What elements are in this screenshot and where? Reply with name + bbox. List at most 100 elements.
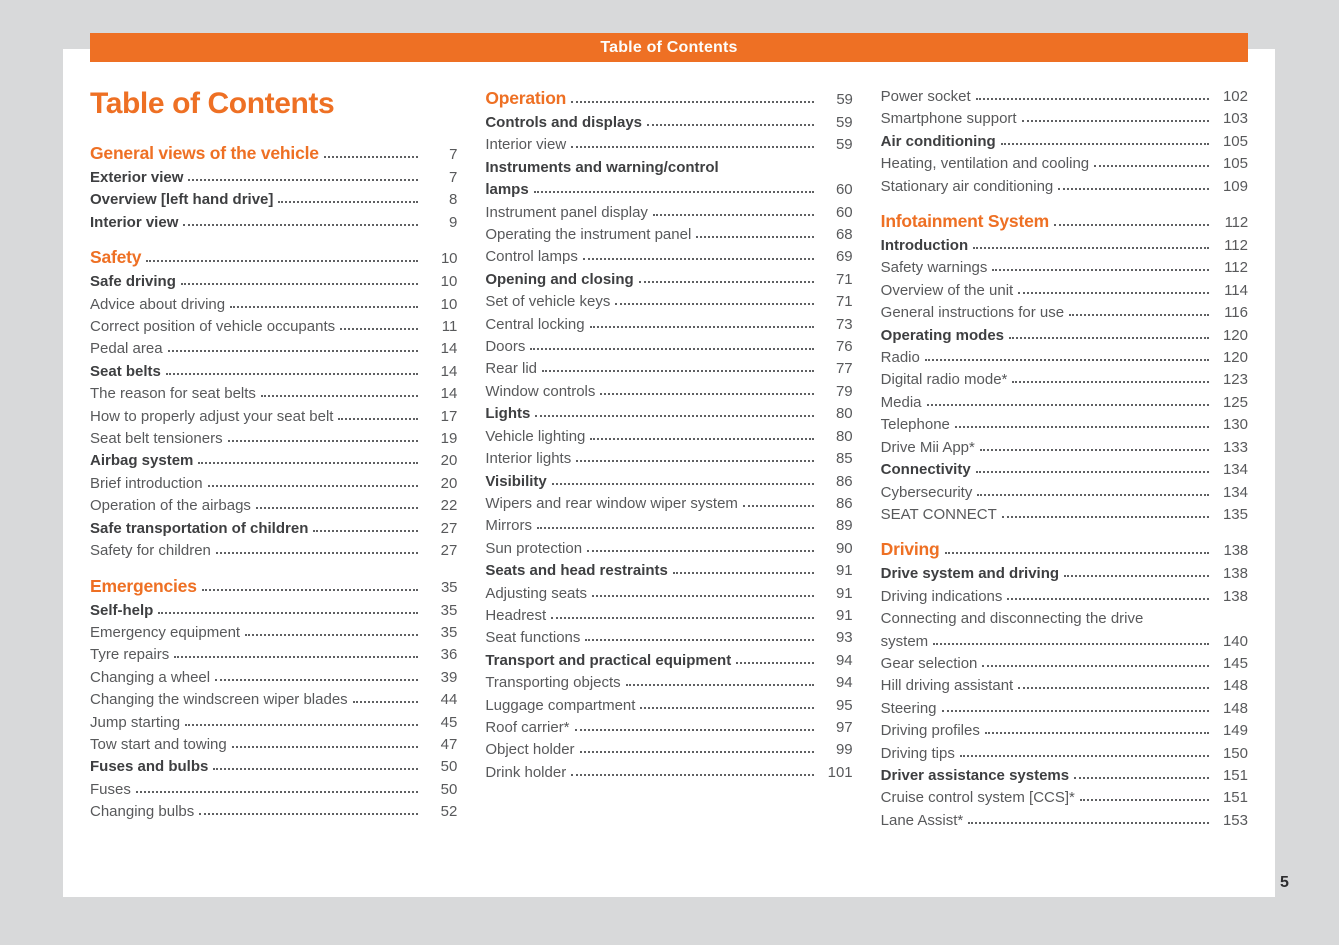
dot-leader: [585, 639, 814, 642]
toc-entry-page: 35: [440, 601, 458, 619]
dot-leader: [533, 191, 814, 194]
toc-entry-label: Doors: [485, 338, 526, 356]
toc-entry-label: Safe transportation of children: [90, 519, 309, 537]
dot-leader: [1053, 224, 1209, 227]
toc-entry-label: Window controls: [485, 382, 596, 400]
toc-entry-label: Air conditioning: [880, 132, 996, 150]
dot-leader: [571, 773, 814, 776]
toc-entry: Emergency equipment 35: [90, 622, 457, 644]
toc-entry-label: Fuses: [90, 780, 131, 798]
toc-entry-label: General views of the vehicle: [90, 143, 319, 163]
toc-entry-page: 71: [835, 293, 853, 311]
toc-entry-label: Transporting objects: [485, 674, 621, 692]
toc-entry: Drive system and driving 138: [881, 563, 1248, 585]
toc-entry-page: 80: [835, 427, 853, 445]
toc-entry-page: 116: [1224, 304, 1248, 322]
toc-section-block: Driving 138 Drive system and driving 138 Dri…: [880, 537, 1249, 832]
dot-leader: [245, 633, 419, 636]
toc-entry-label: Operation of the airbags: [90, 497, 251, 515]
toc-entry-label: Interior view: [485, 136, 567, 154]
dot-leader: [227, 440, 419, 443]
toc-entry-label: Stationary air conditioning: [880, 177, 1054, 195]
dot-leader: [977, 493, 1209, 496]
toc-entry-label: Control lamps: [485, 248, 578, 266]
dot-leader: [592, 594, 814, 597]
toc-entry-label: Seats and head restraints: [485, 562, 668, 580]
dot-leader: [615, 303, 814, 306]
toc-entry-page: 135: [1222, 505, 1248, 523]
toc-entry-label: Seat belt tensioners: [90, 430, 223, 448]
toc-entry: The reason for seat belts 14: [90, 383, 457, 405]
toc-entry-label: Heating, ventilation and cooling: [880, 155, 1090, 173]
dot-leader: [551, 616, 814, 619]
dot-leader: [338, 417, 419, 420]
dot-leader: [924, 359, 1209, 362]
toc-entry-label: Connectivity: [880, 461, 971, 479]
toc-entry: Gear selection 145: [881, 653, 1248, 675]
toc-entry: How to properly adjust your seat belt 17: [90, 406, 457, 428]
toc-entry-label: Jump starting: [90, 713, 181, 731]
toc-entry-page: 73: [835, 315, 853, 333]
dot-leader: [571, 146, 814, 149]
toc-entry: Power socket 102: [881, 86, 1248, 108]
toc-entry: Tow start and towing 47: [90, 734, 457, 756]
toc-entry-label: Safety for children: [90, 542, 211, 560]
toc-entry: General views of the vehicle 7: [90, 141, 458, 167]
toc-entry: SEAT CONNECT 135: [881, 504, 1248, 526]
toc-entry-page: 8: [448, 191, 458, 209]
dot-leader: [1018, 687, 1209, 690]
toc-entry-page: 95: [835, 696, 853, 714]
toc-entry-page: 120: [1222, 349, 1248, 367]
dot-leader: [571, 101, 814, 103]
page-header-label: Table of Contents: [600, 38, 738, 56]
toc-entry-page: 10: [440, 273, 458, 291]
toc-entry: Cybersecurity 134: [881, 482, 1248, 504]
toc-entry-page: 14: [440, 340, 458, 358]
dot-leader: [975, 471, 1209, 474]
toc-entry-label: Vehicle lighting: [485, 427, 586, 445]
toc-entry-page: 7: [448, 169, 458, 186]
page-header-bar: Table of Contents: [90, 33, 1248, 62]
toc-entry-page: 36: [440, 646, 458, 664]
toc-entry: Driving profiles 149: [881, 720, 1248, 742]
toc-entry: Pedal area 14: [90, 338, 457, 360]
toc-entry: Operation 59: [485, 86, 853, 112]
toc-entry: Driving indications 138: [881, 586, 1248, 608]
toc-entry-page: 86: [835, 472, 853, 490]
toc-entry-label: Tow start and towing: [90, 735, 227, 753]
toc-entry-page: 89: [835, 517, 853, 535]
toc-entry-label: Media: [880, 393, 922, 411]
toc-entry-label: The reason for seat belts: [90, 385, 256, 403]
dot-leader: [188, 179, 419, 181]
toc-entry: Adjusting seats 91: [485, 583, 852, 605]
toc-entry: Changing the windscreen wiper blades 44: [90, 689, 457, 711]
toc-entry-label: Wipers and rear window wiper system: [485, 494, 738, 512]
toc-entry: Safety for children 27: [90, 540, 457, 562]
toc-entry-page: 148: [1222, 699, 1248, 717]
toc-entry: Operating the instrument panel 68: [485, 224, 852, 246]
dot-leader: [574, 728, 814, 731]
toc-entry-page: 120: [1222, 326, 1248, 344]
toc-entry-page: 9: [448, 213, 458, 231]
toc-entry-page: 138: [1223, 542, 1249, 560]
toc-column-2: Operation 59 Controls and displays 59 Interi…: [485, 86, 853, 843]
dot-leader: [215, 552, 419, 555]
toc-entry-page: 59: [835, 114, 853, 131]
toc-entry-label: Tyre repairs: [90, 646, 170, 664]
toc-entry-page: 91: [835, 584, 853, 602]
toc-entry-label: Operating the instrument panel: [485, 226, 692, 244]
dot-leader: [742, 504, 814, 507]
toc-entry-label: Hill driving assistant: [880, 677, 1014, 695]
toc-entry-label: Changing a wheel: [90, 668, 211, 686]
toc-entry: Sun protection 90: [485, 538, 852, 560]
dot-leader: [652, 213, 814, 216]
toc-entry: Transporting objects 94: [485, 672, 852, 694]
toc-entry-label: Gear selection: [880, 654, 978, 672]
toc-entry: Wipers and rear window wiper system 86: [485, 493, 852, 515]
toc-section-block: Infotainment System 112 Introduction 112 Saf…: [880, 209, 1249, 526]
toc-entry: Lane Assist* 153: [881, 810, 1248, 832]
dot-leader: [201, 588, 419, 591]
toc-entry-page: 35: [440, 623, 458, 641]
dot-leader: [1069, 314, 1209, 317]
dot-leader: [1021, 120, 1209, 123]
